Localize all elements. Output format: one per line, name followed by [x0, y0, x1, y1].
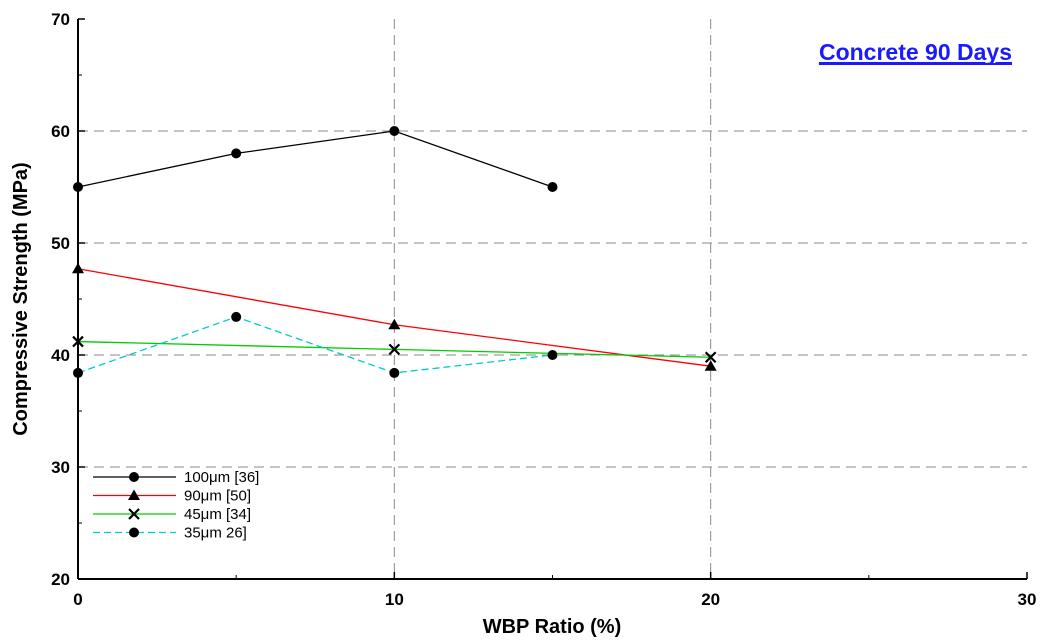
data-point [388, 318, 401, 330]
legend-label: 35μm 26] [184, 525, 247, 542]
y-tick-label: 50 [51, 234, 70, 253]
data-point [231, 148, 242, 159]
series-4 [73, 311, 558, 378]
data-point [73, 367, 83, 378]
axes [77, 18, 1028, 580]
series-1 [73, 126, 558, 192]
data-point [72, 262, 84, 274]
series-line [77, 130, 553, 188]
x-tick-label: 0 [73, 590, 82, 609]
legend-item: 100μm [36] [93, 469, 259, 486]
legend: 100μm [36] 90μm [50]45μm [34] 35μm 26] [93, 469, 259, 542]
y-tick-label: 30 [51, 458, 70, 477]
y-axis-title: Compressive Strength (MPa) [10, 162, 32, 435]
legend-label: 90μm [50] [184, 488, 251, 505]
data-point [231, 311, 242, 322]
legend-label: 100μm [36] [184, 469, 259, 486]
data-point [129, 472, 139, 482]
chart-title: Concrete 90 Days [819, 39, 1012, 65]
x-tick-label: 10 [385, 590, 404, 609]
x-tick-label: 30 [1018, 590, 1037, 609]
y-tick-label: 40 [51, 346, 70, 365]
data-point [73, 182, 83, 192]
legend-item: 35μm 26] [93, 525, 247, 542]
legend-label: 45μm [34] [184, 506, 251, 523]
legend-item: 90μm [50] [93, 488, 251, 505]
y-tick-label: 70 [51, 10, 70, 29]
data-point [704, 360, 717, 371]
data-point [128, 489, 140, 500]
tick-labels: 20 30 40 50 60 70 0 10 20 30 [51, 10, 1036, 609]
data-point [547, 182, 558, 192]
series-group [72, 126, 717, 378]
data-point [72, 335, 84, 348]
series-2 [72, 262, 717, 371]
y-tick-label: 60 [51, 122, 70, 141]
data-point [128, 508, 140, 520]
series-3 [72, 335, 717, 364]
series-line [77, 316, 553, 374]
data-point [704, 351, 717, 364]
data-point [129, 527, 139, 538]
data-point [547, 350, 558, 360]
grid-lines [78, 19, 1027, 579]
data-point [389, 126, 400, 136]
x-tick-label: 20 [701, 590, 720, 609]
data-point [389, 367, 400, 378]
y-tick-label: 20 [51, 570, 70, 589]
legend-item: 45μm [34] [93, 506, 251, 523]
x-axis-title: WBP Ratio (%) [483, 616, 622, 638]
data-point [388, 343, 401, 356]
